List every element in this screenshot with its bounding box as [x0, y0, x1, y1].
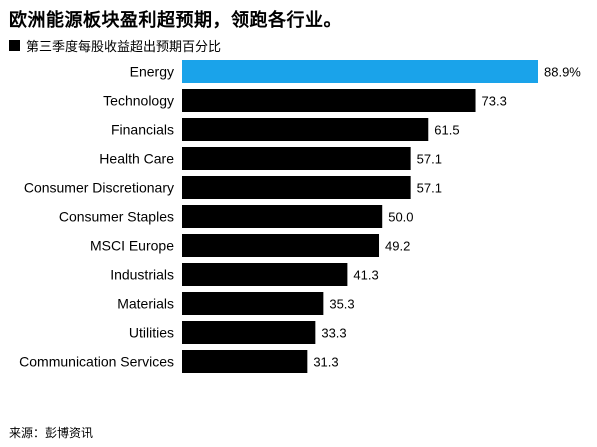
category-label-health-care: Health Care [99, 151, 174, 167]
category-label-technology: Technology [103, 93, 174, 109]
value-label-health-care: 57.1 [417, 152, 442, 167]
value-label-consumer-discretionary: 57.1 [417, 181, 442, 196]
bar-msci-europe [182, 234, 380, 257]
chart-title: 欧洲能源板块盈利超预期，领跑各行业。 [9, 10, 342, 31]
value-label-industrials: 41.3 [353, 268, 378, 283]
category-label-energy: Energy [130, 64, 174, 80]
bar-materials [182, 292, 324, 315]
value-label-technology: 73.3 [482, 94, 507, 109]
bar-energy [182, 60, 538, 83]
category-label-utilities: Utilities [129, 325, 174, 341]
category-label-materials: Materials [117, 296, 174, 312]
bar-health-care [182, 147, 411, 170]
category-label-communication-services: Communication Services [19, 354, 174, 370]
bar-industrials [182, 263, 348, 286]
value-label-communication-services: 31.3 [313, 355, 338, 370]
legend-label: 第三季度每股收益超出预期百分比 [26, 40, 222, 55]
bar-financials [182, 118, 429, 141]
category-label-industrials: Industrials [110, 267, 174, 283]
value-label-consumer-staples: 50.0 [388, 210, 413, 225]
value-label-utilities: 33.3 [321, 326, 346, 341]
category-label-consumer-staples: Consumer Staples [59, 209, 174, 225]
bar-communication-services [182, 350, 308, 373]
bar-technology [182, 89, 476, 112]
category-label-msci-europe: MSCI Europe [90, 238, 174, 254]
legend-swatch [9, 40, 20, 51]
bar-consumer-discretionary [182, 176, 411, 199]
category-label-financials: Financials [111, 122, 174, 138]
source-note: 来源：彭博资讯 [9, 426, 94, 440]
category-label-consumer-discretionary: Consumer Discretionary [24, 180, 174, 196]
value-label-energy: 88.9% [544, 65, 581, 80]
bar-consumer-staples [182, 205, 383, 228]
legend: 第三季度每股收益超出预期百分比 [9, 36, 221, 55]
value-label-msci-europe: 49.2 [385, 239, 410, 254]
value-label-financials: 61.5 [434, 123, 459, 138]
bar-utilities [182, 321, 316, 344]
value-label-materials: 35.3 [329, 297, 354, 312]
